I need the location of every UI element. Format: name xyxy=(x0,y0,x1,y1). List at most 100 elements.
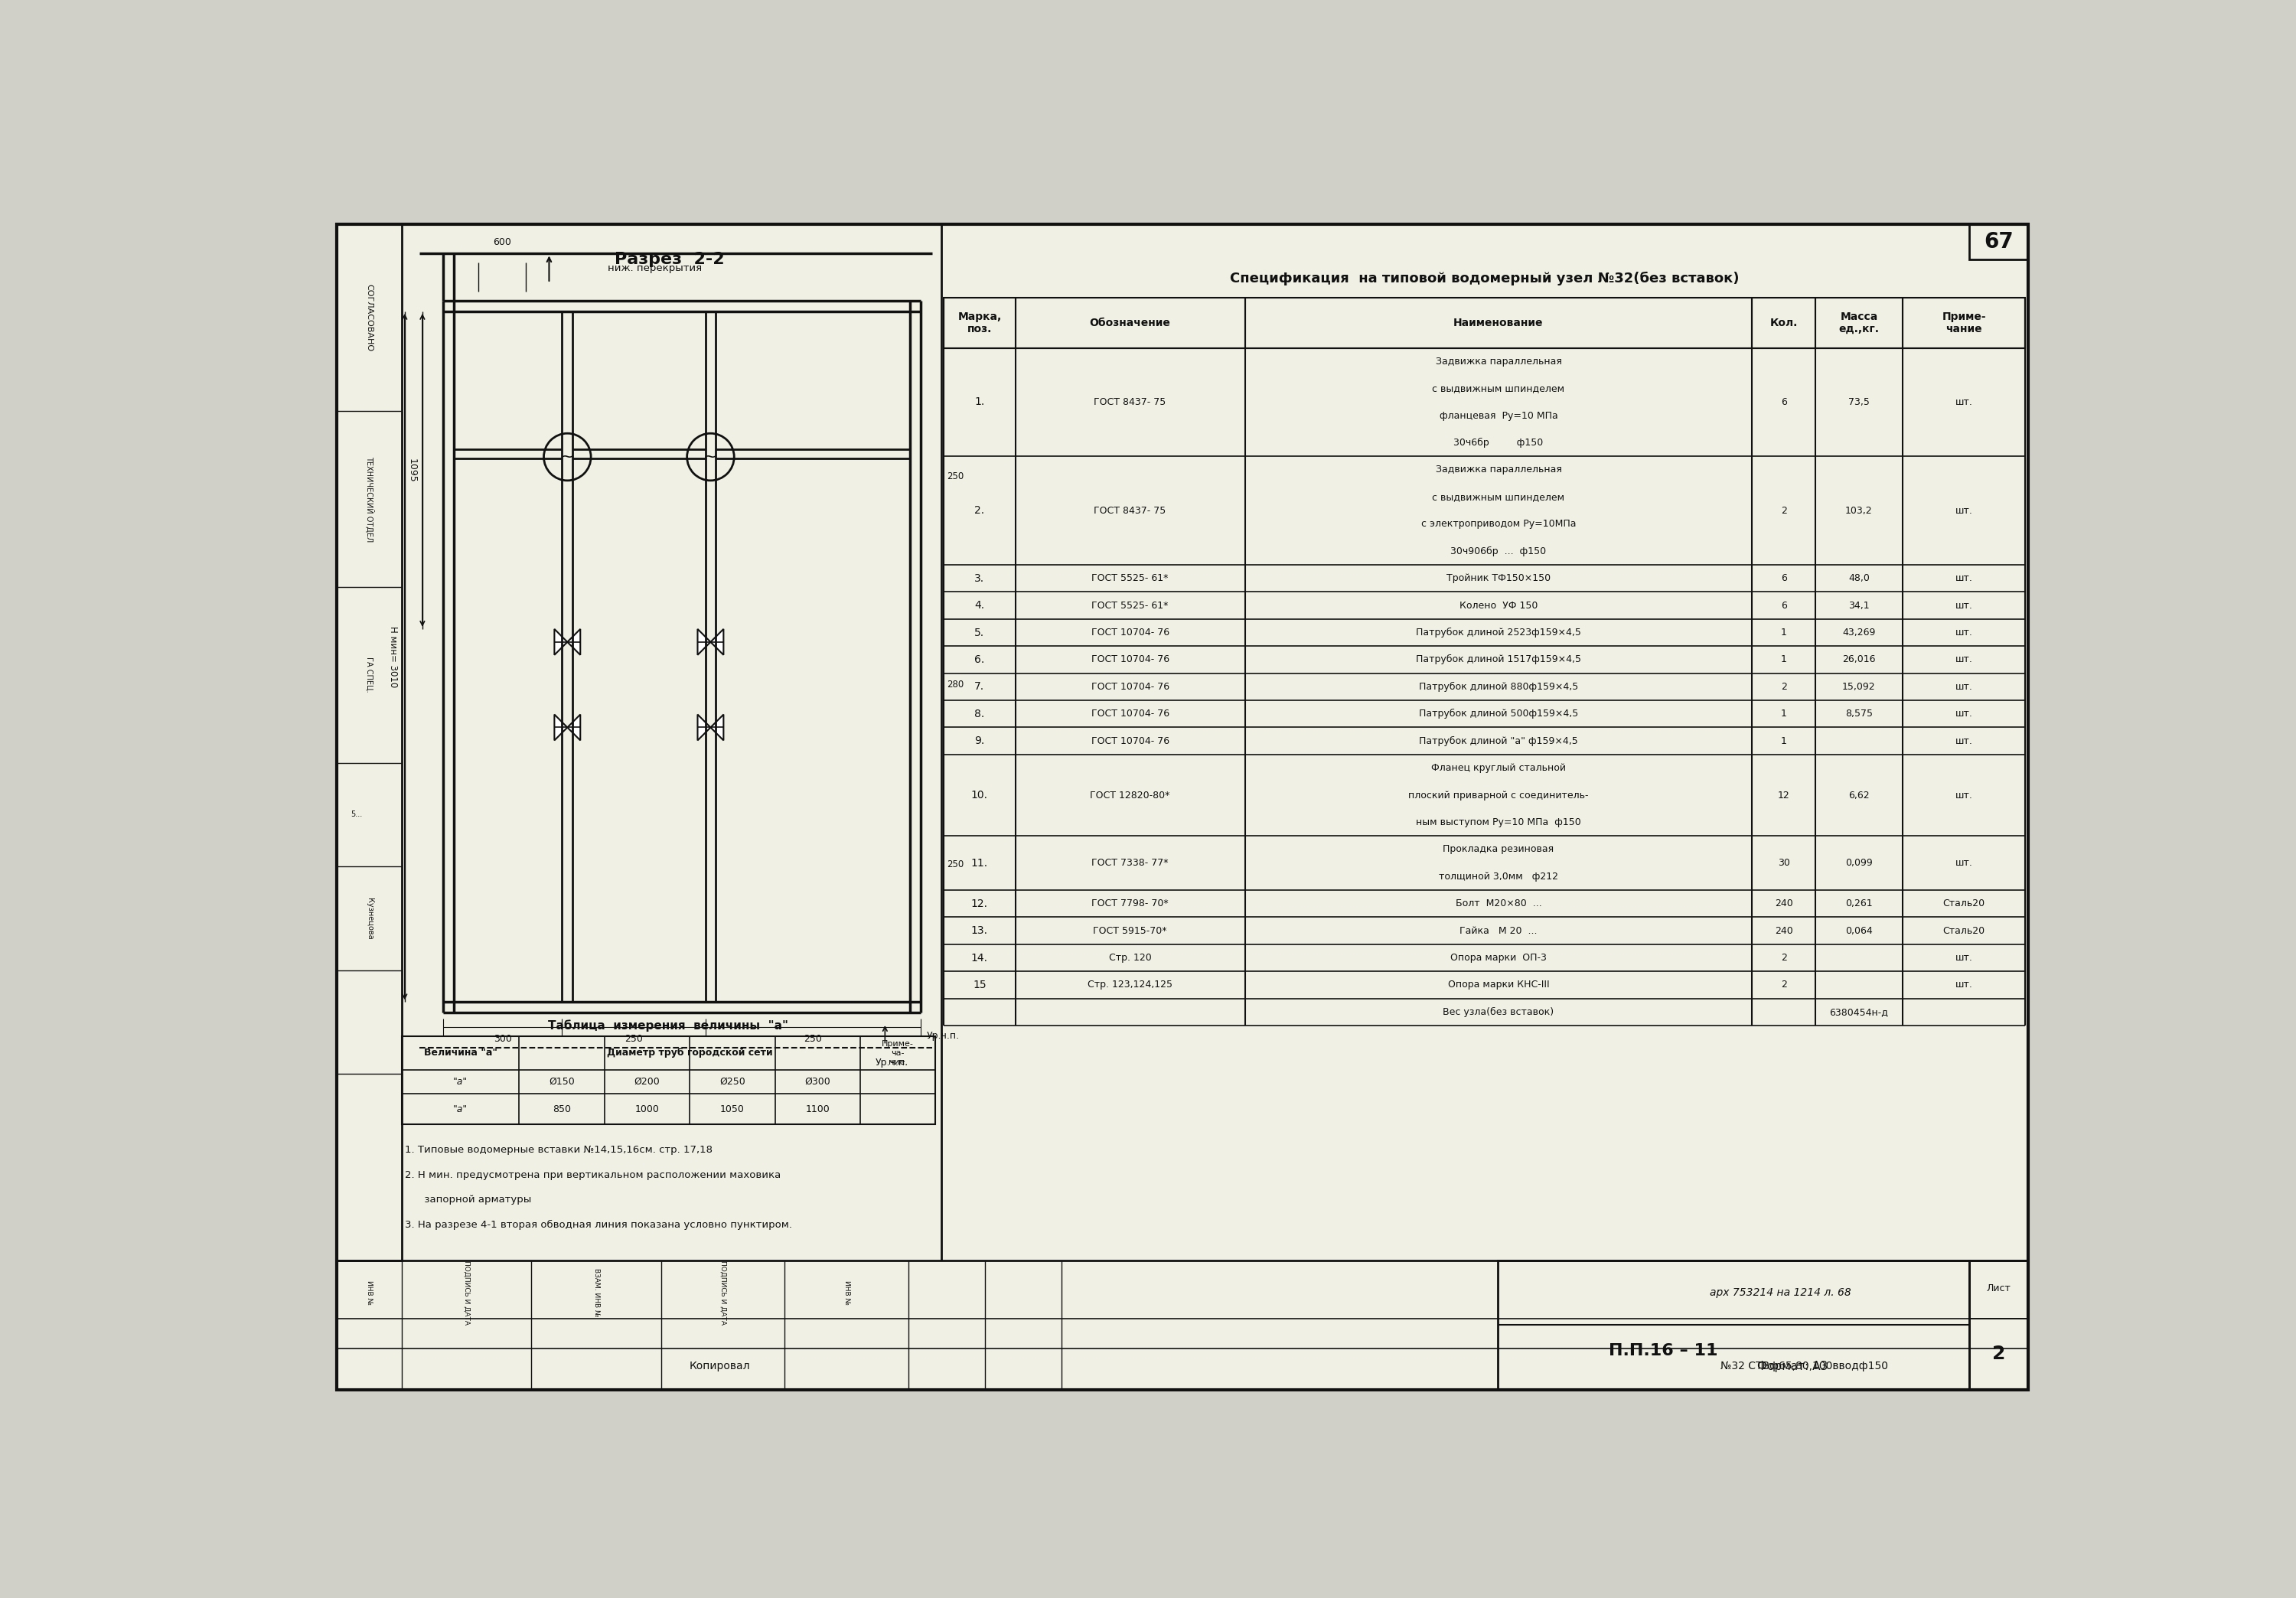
Text: ТЕХНИЧЕСКИЙ ОТДЕЛ: ТЕХНИЧЕСКИЙ ОТДЕЛ xyxy=(365,455,374,542)
Text: 103,2: 103,2 xyxy=(1846,505,1874,516)
Text: Сталь20: Сталь20 xyxy=(1942,898,1986,909)
Text: ГОСТ 5525- 61*: ГОСТ 5525- 61* xyxy=(1091,601,1169,610)
Bar xyxy=(338,224,402,1261)
Text: Ø150: Ø150 xyxy=(549,1077,574,1087)
Text: 3. На разрезе 4-1 вторая обводная линия показана условно пунктиром.: 3. На разрезе 4-1 вторая обводная линия … xyxy=(404,1219,792,1229)
Text: шт.: шт. xyxy=(1956,980,1972,989)
Text: Кузнецова: Кузнецова xyxy=(365,898,374,940)
Text: 26,016: 26,016 xyxy=(1841,655,1876,665)
Text: 1.: 1. xyxy=(974,396,985,407)
Text: Болт  М20×80  ...: Болт М20×80 ... xyxy=(1456,898,1541,909)
Text: 5...: 5... xyxy=(351,810,363,818)
Text: ГОСТ 7798- 70*: ГОСТ 7798- 70* xyxy=(1091,898,1169,909)
Text: 1: 1 xyxy=(1782,628,1786,638)
Text: 1: 1 xyxy=(1782,737,1786,746)
Text: 6: 6 xyxy=(1782,601,1786,610)
Text: ГА СПЕЦ.: ГА СПЕЦ. xyxy=(365,657,374,692)
Text: ГОСТ 5915-70*: ГОСТ 5915-70* xyxy=(1093,925,1166,936)
Text: Стр. 120: Стр. 120 xyxy=(1109,952,1150,964)
Text: 5.: 5. xyxy=(974,626,985,638)
Text: 1095: 1095 xyxy=(406,459,418,483)
Text: 2: 2 xyxy=(1782,505,1786,516)
Text: Приме-
чание: Приме- чание xyxy=(1942,312,1986,334)
Text: Ø300: Ø300 xyxy=(806,1077,831,1087)
Text: ИНВ №: ИНВ № xyxy=(365,1280,372,1306)
Text: ГОСТ 10704- 76: ГОСТ 10704- 76 xyxy=(1091,682,1169,692)
Text: СОГЛАСОВАНО: СОГЛАСОВАНО xyxy=(365,284,374,352)
Text: Наименование: Наименование xyxy=(1453,318,1543,328)
Text: Марка,
поз.: Марка, поз. xyxy=(957,312,1001,334)
Text: 1. Типовые водомерные вставки №14,15,16см. стр. 17,18: 1. Типовые водомерные вставки №14,15,16с… xyxy=(404,1146,712,1155)
Text: Ø200: Ø200 xyxy=(634,1077,659,1087)
Text: ГОСТ 10704- 76: ГОСТ 10704- 76 xyxy=(1091,655,1169,665)
Text: ГОСТ 10704- 76: ГОСТ 10704- 76 xyxy=(1091,628,1169,638)
Text: ИНВ №: ИНВ № xyxy=(843,1280,850,1306)
Text: Спецификация  на типовой водомерный узел №32(без вставок): Спецификация на типовой водомерный узел … xyxy=(1231,272,1740,286)
Text: Копировал: Копировал xyxy=(689,1361,751,1371)
Text: шт.: шт. xyxy=(1956,655,1972,665)
Text: 2.: 2. xyxy=(974,505,985,516)
Text: №32 СТВф65,80,100вводф150: №32 СТВф65,80,100вводф150 xyxy=(1720,1361,1887,1371)
Text: "а": "а" xyxy=(452,1104,468,1114)
Text: 30ч906бр  ...  ф150: 30ч906бр ... ф150 xyxy=(1451,547,1548,556)
Text: 0,099: 0,099 xyxy=(1846,858,1874,868)
Text: Патрубок длиной 500ф159×4,5: Патрубок длиной 500ф159×4,5 xyxy=(1419,710,1577,719)
Text: 15: 15 xyxy=(974,980,987,991)
Bar xyxy=(944,297,2025,348)
Text: Величина "а": Величина "а" xyxy=(425,1048,498,1058)
Text: 73,5: 73,5 xyxy=(1848,398,1869,407)
Text: Стр. 123,124,125: Стр. 123,124,125 xyxy=(1088,980,1173,989)
Polygon shape xyxy=(709,630,723,655)
Text: шт.: шт. xyxy=(1956,710,1972,719)
Text: 850: 850 xyxy=(553,1104,572,1114)
Bar xyxy=(338,1261,2027,1390)
Text: 1: 1 xyxy=(1782,655,1786,665)
Text: шт.: шт. xyxy=(1956,952,1972,964)
Text: Тройник ТФ150×150: Тройник ТФ150×150 xyxy=(1446,574,1550,583)
Text: Патрубок длиной 1517ф159×4,5: Патрубок длиной 1517ф159×4,5 xyxy=(1417,655,1582,665)
Text: "а": "а" xyxy=(452,1077,468,1087)
Bar xyxy=(1970,224,2027,259)
Polygon shape xyxy=(553,630,567,655)
Text: Сталь20: Сталь20 xyxy=(1942,925,1986,936)
Text: Задвижка параллельная: Задвижка параллельная xyxy=(1435,465,1561,475)
Text: шт.: шт. xyxy=(1956,601,1972,610)
Text: Колено  УФ 150: Колено УФ 150 xyxy=(1460,601,1538,610)
Text: 12.: 12. xyxy=(971,898,987,909)
Text: 11.: 11. xyxy=(971,858,987,868)
Text: Таблица  измерения  величины  "а": Таблица измерения величины "а" xyxy=(549,1020,788,1032)
Text: шт.: шт. xyxy=(1956,737,1972,746)
Text: 2: 2 xyxy=(1993,1344,2004,1363)
Text: шт.: шт. xyxy=(1956,682,1972,692)
Text: 12: 12 xyxy=(1777,791,1789,801)
Text: Патрубок длиной "а" ф159×4,5: Патрубок длиной "а" ф159×4,5 xyxy=(1419,737,1577,746)
Text: Задвижка параллельная: Задвижка параллельная xyxy=(1435,356,1561,366)
Text: ным выступом Ру=10 МПа  ф150: ным выступом Ру=10 МПа ф150 xyxy=(1417,817,1582,828)
Text: ГОСТ 10704- 76: ГОСТ 10704- 76 xyxy=(1091,737,1169,746)
Text: арх 753214 на 1214 л. 68: арх 753214 на 1214 л. 68 xyxy=(1711,1288,1851,1298)
Text: Опора марки КНС-III: Опора марки КНС-III xyxy=(1449,980,1550,989)
Polygon shape xyxy=(553,714,567,740)
Bar xyxy=(402,1036,934,1125)
Text: 13.: 13. xyxy=(971,925,987,936)
Text: Лист: Лист xyxy=(1986,1283,2011,1294)
Text: толщиной 3,0мм   ф212: толщиной 3,0мм ф212 xyxy=(1440,871,1559,882)
Text: 6: 6 xyxy=(1782,398,1786,407)
Text: 2: 2 xyxy=(1782,952,1786,964)
Text: Разрез  2-2: Разрез 2-2 xyxy=(615,252,726,267)
Text: 0,261: 0,261 xyxy=(1846,898,1874,909)
Text: Прокладка резиновая: Прокладка резиновая xyxy=(1442,844,1554,855)
Text: 7.: 7. xyxy=(974,681,985,692)
Text: Обозначение: Обозначение xyxy=(1091,318,1171,328)
Text: 1050: 1050 xyxy=(721,1104,744,1114)
Text: Фланец круглый стальной: Фланец круглый стальной xyxy=(1430,764,1566,773)
Text: 2: 2 xyxy=(1782,682,1786,692)
Text: 43,269: 43,269 xyxy=(1841,628,1876,638)
Text: ГОСТ 10704- 76: ГОСТ 10704- 76 xyxy=(1091,710,1169,719)
Text: 48,0: 48,0 xyxy=(1848,574,1869,583)
Text: шт.: шт. xyxy=(1956,628,1972,638)
Polygon shape xyxy=(567,714,581,740)
Text: Патрубок длиной 2523ф159×4,5: Патрубок длиной 2523ф159×4,5 xyxy=(1417,628,1582,638)
Text: ~: ~ xyxy=(560,449,574,465)
Text: ~: ~ xyxy=(703,449,719,465)
